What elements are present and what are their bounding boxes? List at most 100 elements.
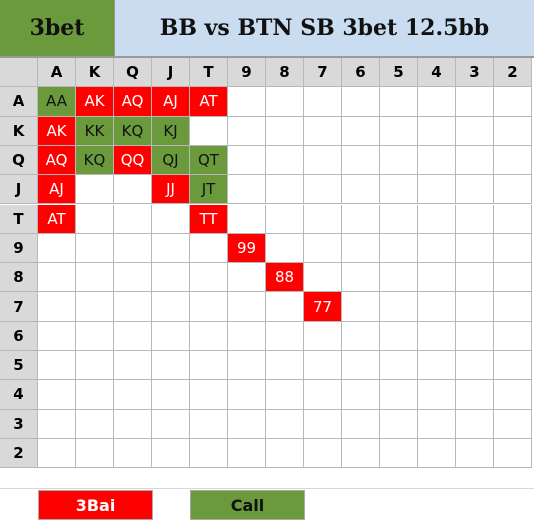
hand-cell-K2 (494, 116, 532, 146)
hand-cell-7J (152, 292, 190, 322)
hand-cell-64 (418, 321, 456, 351)
hand-cell-86 (342, 263, 380, 293)
hand-cell-69 (228, 321, 266, 351)
hand-cell-9K (76, 233, 114, 264)
hand-cell-7T (190, 292, 228, 322)
hand-cell-J8 (266, 175, 304, 205)
hand-cell-4K (76, 380, 114, 410)
hand-cell-75 (380, 292, 418, 322)
hand-cell-9A (38, 233, 76, 264)
hand-cell-63 (456, 321, 494, 351)
row-header-9: 9 (0, 233, 38, 264)
hand-cell-J3 (456, 175, 494, 205)
hand-cell-42 (494, 380, 532, 410)
hand-cell-K8 (266, 116, 304, 146)
col-header-K: K (76, 58, 114, 88)
col-header-8: 8 (266, 58, 304, 88)
hand-cell-58 (266, 351, 304, 381)
action-title: 3bet (0, 0, 115, 58)
hand-cell-K6 (342, 116, 380, 146)
hand-cell-34 (418, 409, 456, 439)
hand-cell-9J (152, 233, 190, 264)
hand-cell-A5 (380, 87, 418, 117)
row-header-A: A (0, 87, 38, 117)
hand-cell-95 (380, 233, 418, 264)
hand-cell-53 (456, 351, 494, 381)
hand-cell-3A (38, 409, 76, 439)
hand-cell-JT: JT (190, 175, 228, 205)
hand-cell-2Q (114, 438, 152, 469)
legend-call: Call (190, 490, 305, 520)
hand-cell-74 (418, 292, 456, 322)
hand-cell-T7 (304, 204, 342, 234)
hand-cell-JK (76, 175, 114, 205)
hand-cell-98 (266, 233, 304, 264)
hand-cell-K7 (304, 116, 342, 146)
hand-cell-57 (304, 351, 342, 381)
hand-cell-3J (152, 409, 190, 439)
row-header-8: 8 (0, 263, 38, 293)
hand-cell-35 (380, 409, 418, 439)
row-header-5: 5 (0, 351, 38, 381)
hand-cell-TA: AT (38, 204, 76, 234)
hand-cell-Q2 (494, 145, 532, 176)
hand-cell-46 (342, 380, 380, 410)
hand-cell-78 (266, 292, 304, 322)
hand-cell-88: 88 (266, 263, 304, 293)
hand-cell-T6 (342, 204, 380, 234)
hand-cell-K9 (228, 116, 266, 146)
hand-cell-8K (76, 263, 114, 293)
row-header-7: 7 (0, 292, 38, 322)
hand-cell-TQ (114, 204, 152, 234)
hand-cell-K3 (456, 116, 494, 146)
hand-cell-39 (228, 409, 266, 439)
hand-cell-KT (190, 116, 228, 146)
hand-cell-67 (304, 321, 342, 351)
col-header-5: 5 (380, 58, 418, 88)
row-header-J: J (0, 175, 38, 205)
hand-cell-T4 (418, 204, 456, 234)
hand-cell-54 (418, 351, 456, 381)
hand-cell-4Q (114, 380, 152, 410)
hand-cell-77: 77 (304, 292, 342, 322)
row-header-6: 6 (0, 321, 38, 351)
hand-cell-TJ (152, 204, 190, 234)
row-header-4: 4 (0, 380, 38, 410)
hand-cell-T3 (456, 204, 494, 234)
col-header-9: 9 (228, 58, 266, 88)
grid-corner (0, 58, 38, 88)
hand-cell-AK: AK (76, 87, 114, 117)
row-header-T: T (0, 204, 38, 234)
hand-cell-J5 (380, 175, 418, 205)
hand-cell-J4 (418, 175, 456, 205)
col-header-A: A (38, 58, 76, 88)
hand-cell-QQ: QQ (114, 145, 152, 176)
hand-cell-33 (456, 409, 494, 439)
hand-cell-37 (304, 409, 342, 439)
hand-cell-JQ (114, 175, 152, 205)
hand-cell-32 (494, 409, 532, 439)
hand-cell-J6 (342, 175, 380, 205)
col-header-6: 6 (342, 58, 380, 88)
hand-cell-68 (266, 321, 304, 351)
hand-cell-89 (228, 263, 266, 293)
hand-cell-2T (190, 438, 228, 469)
hand-cell-8A (38, 263, 76, 293)
hand-cell-QK: KQ (76, 145, 114, 176)
hand-cell-4T (190, 380, 228, 410)
hand-cell-87 (304, 263, 342, 293)
hand-cell-Q9 (228, 145, 266, 176)
hand-cell-56 (342, 351, 380, 381)
hand-cell-59 (228, 351, 266, 381)
hand-cell-K5 (380, 116, 418, 146)
hand-cell-76 (342, 292, 380, 322)
hand-cell-9T (190, 233, 228, 264)
hand-cell-3T (190, 409, 228, 439)
hand-cell-KJ: KJ (152, 116, 190, 146)
hand-cell-T8 (266, 204, 304, 234)
hand-cell-AT: AT (190, 87, 228, 117)
hand-cell-24 (418, 438, 456, 469)
hand-cell-A4 (418, 87, 456, 117)
hand-cell-92 (494, 233, 532, 264)
col-header-J: J (152, 58, 190, 88)
